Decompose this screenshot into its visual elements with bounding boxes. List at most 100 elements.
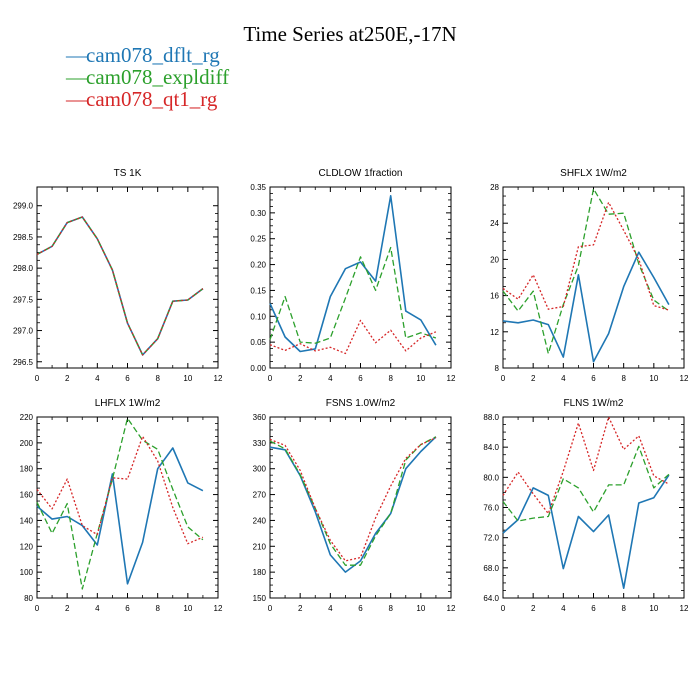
x-tick-label: 2 — [531, 604, 536, 613]
y-tick-label: 220 — [20, 413, 34, 422]
plot-frame — [502, 186, 685, 369]
series-line-1 — [269, 436, 437, 573]
series-line-2 — [502, 188, 670, 355]
y-tick-label: 298.0 — [13, 264, 34, 273]
x-tick-label: 0 — [35, 604, 40, 613]
y-tick-label: 0.20 — [250, 261, 266, 270]
x-tick-label: 10 — [649, 374, 658, 383]
legend-label: cam078_dflt_rg — [86, 43, 220, 67]
x-tick-label: 6 — [358, 374, 363, 383]
y-tick-label: 88.0 — [483, 413, 499, 422]
x-tick-label: 6 — [125, 604, 130, 613]
y-tick-label: 100 — [20, 568, 34, 577]
y-tick-label: 16 — [490, 292, 499, 301]
panel-title: FSNS 1.0W/m2 — [326, 398, 396, 409]
x-tick-label: 2 — [65, 374, 70, 383]
x-tick-label: 2 — [298, 604, 303, 613]
y-tick-label: 64.0 — [483, 594, 499, 603]
x-tick-label: 4 — [95, 604, 100, 613]
series-line-1 — [502, 251, 670, 363]
x-tick-label: 6 — [591, 374, 596, 383]
legend-entry-expldiff: —cam078_expldiff — [66, 66, 229, 88]
y-tick-label: 12 — [490, 328, 499, 337]
y-tick-label: 72.0 — [483, 534, 499, 543]
y-tick-label: 140 — [20, 516, 34, 525]
legend-dash-icon: — — [66, 43, 87, 67]
y-tick-label: 180 — [253, 568, 267, 577]
x-tick-label: 8 — [388, 374, 393, 383]
legend-entry-dflt: —cam078_dflt_rg — [66, 44, 220, 66]
x-tick-label: 12 — [447, 604, 456, 613]
x-tick-label: 0 — [501, 374, 506, 383]
x-tick-label: 8 — [155, 604, 160, 613]
y-tick-label: 160 — [20, 491, 34, 500]
x-tick-label: 4 — [328, 374, 333, 383]
y-tick-label: 270 — [253, 491, 267, 500]
x-tick-label: 12 — [447, 374, 456, 383]
x-tick-label: 0 — [268, 604, 273, 613]
y-tick-label: 296.5 — [13, 358, 34, 367]
y-tick-label: 80 — [24, 594, 33, 603]
y-tick-label: 297.0 — [13, 327, 34, 336]
series-line-3 — [269, 319, 437, 355]
y-tick-label: 76.0 — [483, 504, 499, 513]
y-tick-label: 120 — [20, 542, 34, 551]
x-tick-label: 10 — [416, 604, 425, 613]
series-line-3 — [269, 437, 437, 562]
legend-label: cam078_expldiff — [86, 65, 230, 89]
x-tick-label: 10 — [183, 374, 192, 383]
series-line-2 — [269, 246, 437, 344]
series-line-2 — [502, 445, 670, 522]
x-tick-label: 0 — [268, 374, 273, 383]
plot-frame — [269, 186, 452, 369]
y-tick-label: 8 — [495, 364, 500, 373]
x-tick-label: 4 — [561, 604, 566, 613]
y-tick-label: 0.10 — [250, 312, 266, 321]
x-tick-label: 8 — [621, 604, 626, 613]
y-tick-label: 240 — [253, 516, 267, 525]
x-tick-label: 6 — [591, 604, 596, 613]
y-tick-label: 300 — [253, 465, 267, 474]
x-tick-label: 12 — [680, 374, 689, 383]
x-tick-label: 12 — [214, 374, 223, 383]
series-line-1 — [502, 474, 670, 590]
series-line-3 — [36, 216, 204, 356]
y-tick-label: 68.0 — [483, 564, 499, 573]
y-tick-label: 80.0 — [483, 473, 499, 482]
y-tick-label: 330 — [253, 439, 267, 448]
legend-dash-icon: — — [66, 65, 87, 89]
y-tick-label: 24 — [490, 219, 499, 228]
x-tick-label: 8 — [388, 604, 393, 613]
x-tick-label: 4 — [328, 604, 333, 613]
x-tick-label: 6 — [125, 374, 130, 383]
x-tick-label: 10 — [183, 604, 192, 613]
series-line-3 — [36, 435, 204, 545]
x-tick-label: 6 — [358, 604, 363, 613]
y-tick-label: 200 — [20, 439, 34, 448]
y-tick-label: 298.5 — [13, 233, 34, 242]
x-tick-label: 10 — [649, 604, 658, 613]
x-tick-label: 2 — [65, 604, 70, 613]
panel-title: LHFLX 1W/m2 — [95, 398, 161, 409]
x-tick-label: 8 — [155, 374, 160, 383]
x-tick-label: 10 — [416, 374, 425, 383]
y-tick-label: 0.30 — [250, 209, 266, 218]
y-tick-label: 84.0 — [483, 443, 499, 452]
x-tick-label: 0 — [35, 374, 40, 383]
figure-title: Time Series at250E,-17N — [243, 22, 457, 46]
series-line-1 — [269, 195, 437, 353]
x-tick-label: 4 — [561, 374, 566, 383]
y-tick-label: 0.15 — [250, 286, 266, 295]
x-tick-label: 2 — [531, 374, 536, 383]
x-tick-label: 12 — [680, 604, 689, 613]
y-tick-label: 299.0 — [13, 202, 34, 211]
legend-label: cam078_qt1_rg — [86, 87, 218, 111]
panel-title: FLNS 1W/m2 — [563, 398, 623, 409]
x-tick-label: 4 — [95, 374, 100, 383]
x-tick-label: 2 — [298, 374, 303, 383]
panel-title: SHFLX 1W/m2 — [560, 168, 627, 179]
plot-frame — [269, 416, 452, 599]
y-tick-label: 0.05 — [250, 338, 266, 347]
legend-dash-icon: — — [66, 87, 87, 111]
series-line-2 — [36, 216, 204, 356]
